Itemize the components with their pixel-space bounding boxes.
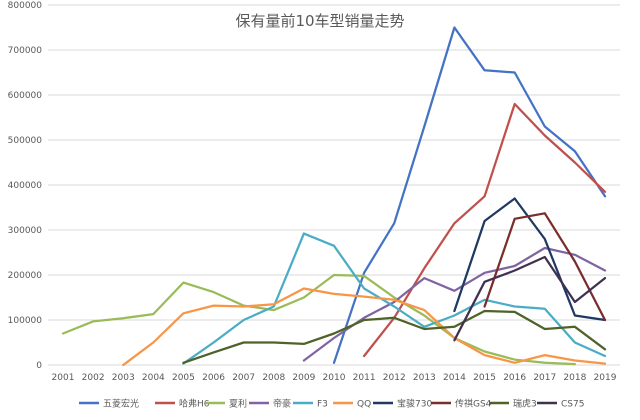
series-line-0 <box>332 26 607 364</box>
x-tick-label: 2001 <box>52 373 75 383</box>
x-tick-label: 2018 <box>563 373 586 383</box>
y-tick-label: 700000 <box>8 46 43 56</box>
legend-label: 瑞虎3 <box>513 398 537 410</box>
x-tick-label: 2013 <box>413 373 436 383</box>
x-tick-label: 2017 <box>533 373 556 383</box>
y-tick-label: 100000 <box>8 316 43 326</box>
x-tick-label: 2019 <box>594 373 617 383</box>
series-line-8 <box>182 309 607 364</box>
chart-title: 保有量前10车型销量走势 <box>235 12 404 30</box>
legend-label: QQ <box>357 400 371 410</box>
y-tick-label: 600000 <box>8 91 43 101</box>
series-line-6 <box>453 197 607 322</box>
y-tick-label: 0 <box>36 361 42 371</box>
y-tick-label: 500000 <box>8 136 43 146</box>
x-tick-label: 2002 <box>82 373 105 383</box>
legend-label: 帝豪 <box>273 398 291 410</box>
x-tick-label: 2007 <box>232 373 255 383</box>
x-tick-label: 2016 <box>503 373 526 383</box>
legend-label: 五菱宏光 <box>103 398 139 410</box>
legend-label: 夏利 <box>229 398 247 410</box>
x-tick-label: 2006 <box>202 373 225 383</box>
legend-label: CS75 <box>561 400 584 410</box>
y-tick-label: 200000 <box>8 271 43 281</box>
legend-label: 哈弗H6 <box>179 398 210 410</box>
x-tick-label: 2009 <box>292 373 315 383</box>
x-tick-label: 2004 <box>142 373 165 383</box>
x-tick-label: 2011 <box>353 373 376 383</box>
y-axis: 0 100000 200000 300000 400000 500000 600000 700… <box>8 1 43 371</box>
x-tick-label: 2008 <box>262 373 285 383</box>
x-axis: 2001 2002 2003 2004 2005 2006 2007 2008 2009 2010… <box>52 373 617 383</box>
series-line-2 <box>61 273 577 366</box>
legend-label: F3 <box>317 400 328 410</box>
x-tick-label: 2014 <box>443 373 466 383</box>
x-tick-label: 2003 <box>112 373 135 383</box>
series-line-4 <box>182 232 607 365</box>
y-tick-label: 800000 <box>8 1 43 11</box>
x-tick-label: 2005 <box>172 373 195 383</box>
y-tick-label: 400000 <box>8 181 43 191</box>
series-line-9 <box>453 255 607 342</box>
x-tick-label: 2012 <box>383 373 406 383</box>
y-tick-label: 300000 <box>8 226 43 236</box>
gridlines <box>48 4 620 366</box>
legend: 五菱宏光 哈弗H6 夏利 帝豪 F3 QQ 宝骏730 传祺GS4 瑞虎3 CS75 <box>79 398 584 410</box>
series-lines <box>61 26 607 367</box>
series-line-7 <box>483 212 607 322</box>
series-line-1 <box>362 102 607 358</box>
x-tick-label: 2010 <box>323 373 346 383</box>
series-line-5 <box>122 287 607 367</box>
x-tick-label: 2015 <box>473 373 496 383</box>
legend-label: 宝骏730 <box>397 398 432 410</box>
legend-label: 传祺GS4 <box>455 398 492 410</box>
